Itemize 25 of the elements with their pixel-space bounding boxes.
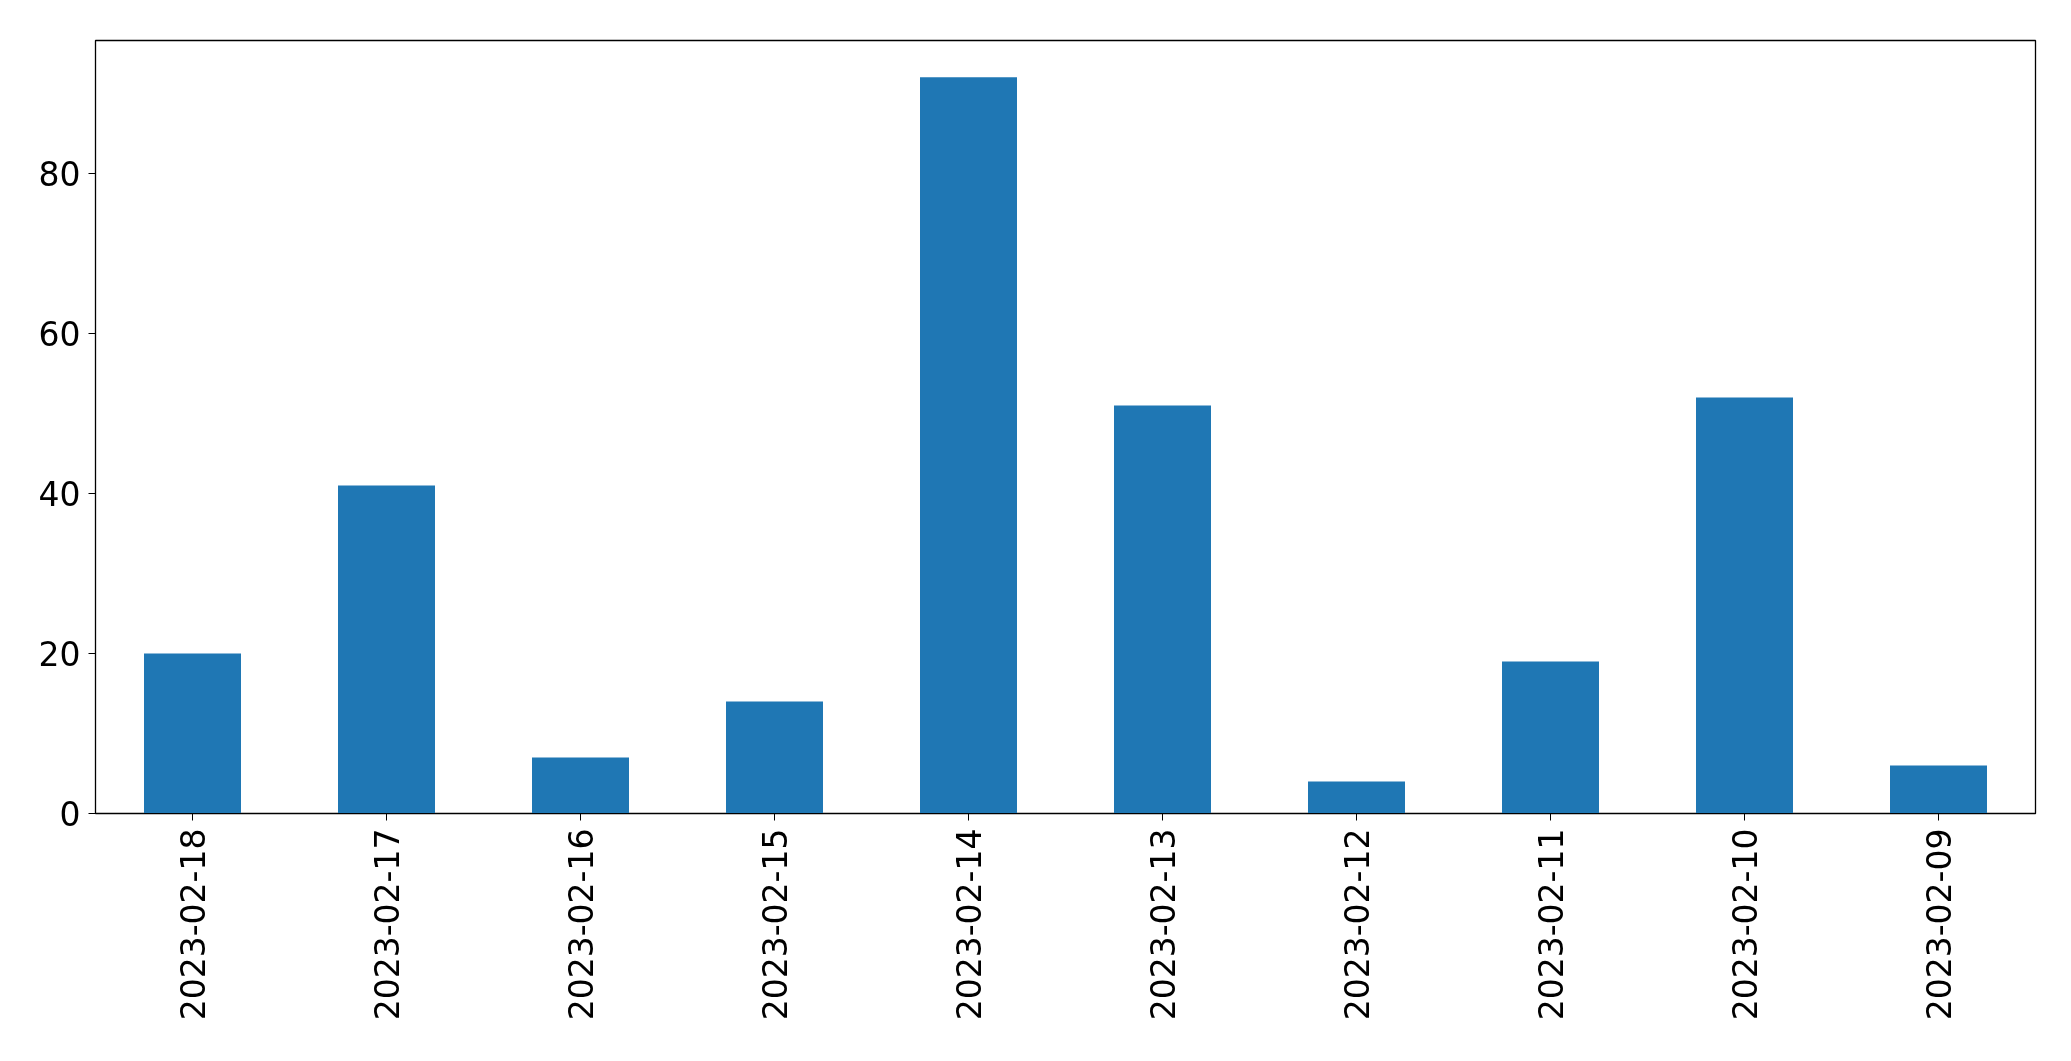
bar: [726, 701, 823, 814]
bar: [532, 757, 629, 814]
x-tick-label: 2023-02-11: [1532, 828, 1571, 1021]
y-tick-label: 80: [38, 154, 81, 194]
bar: [920, 77, 1017, 814]
y-tick-label: 0: [59, 795, 81, 834]
x-tick-label: 2023-02-18: [174, 828, 213, 1021]
y-tick-label: 20: [38, 634, 81, 674]
x-tick-label: 2023-02-10: [1726, 828, 1765, 1021]
x-tick-label: 2023-02-15: [756, 828, 795, 1021]
x-tick-label: 2023-02-17: [368, 828, 407, 1021]
bar: [1114, 405, 1211, 814]
x-tick-label: 2023-02-13: [1144, 828, 1183, 1021]
bar: [1502, 661, 1599, 814]
x-tick-label: 2023-02-12: [1338, 828, 1377, 1021]
bar: [144, 653, 241, 814]
bar: [1696, 397, 1793, 814]
x-tick-label: 2023-02-09: [1920, 828, 1959, 1021]
bar: [338, 485, 435, 814]
x-tick-label: 2023-02-14: [950, 828, 989, 1021]
bar: [1308, 781, 1405, 814]
y-tick-label: 60: [38, 314, 81, 354]
y-tick-label: 40: [38, 474, 81, 514]
x-tick-label: 2023-02-16: [562, 828, 601, 1021]
bar: [1890, 765, 1987, 814]
